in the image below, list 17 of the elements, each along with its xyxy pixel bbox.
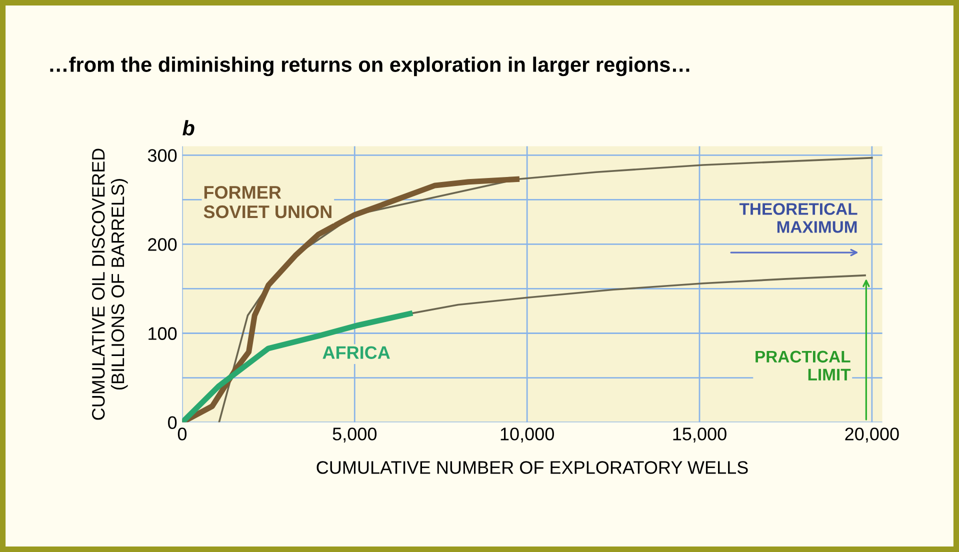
x-tick-label: 20,000 [845,428,899,443]
x-tick-label: 15,000 [673,428,726,443]
series-label: AFRICA [322,346,390,359]
y-tick-label: 200 [148,238,177,251]
y-tick-label: 0 [168,416,177,429]
y-tick-label: 100 [148,327,177,340]
x-tick-label: 0 [178,428,187,440]
x-tick-label: 5,000 [332,428,377,443]
x-axis-title: CUMULATIVE NUMBER OF EXPLORATORY WELLS [316,461,748,474]
series-label: FORMER SOVIET UNION [204,186,332,218]
x-tick-label: 10,000 [500,428,554,443]
text: b [182,120,194,136]
annotation: PRACTICAL LIMIT [756,350,851,380]
annotation: THEORETICAL MAXIMUM [739,203,858,233]
y-tick-label: 300 [148,149,177,162]
chart-title: …from the diminishing returns on exploration in larger regions… [50,56,690,76]
y-axis-title: CUMULATIVE OIL DISCOVERED (BILLIONS OF BARRELS) [92,148,128,420]
